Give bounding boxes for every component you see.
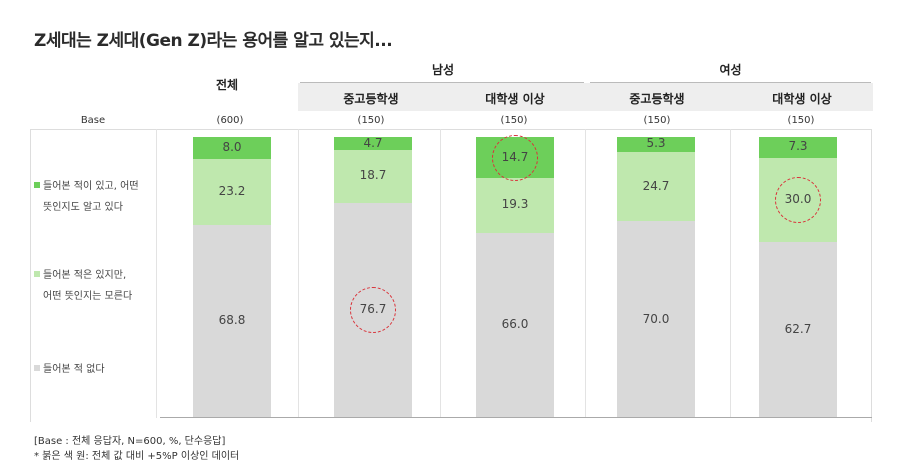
bar-segment-know (617, 137, 695, 152)
data-label: 70.0 (642, 311, 670, 326)
legend-swatch-know (34, 182, 40, 188)
highlight-circle (350, 287, 396, 334)
legend-label-never: 들어본 적 없다 (43, 364, 105, 375)
column-divider (585, 129, 586, 418)
highlight-circle (775, 176, 821, 223)
subheader-band (298, 83, 873, 111)
header-group-male-underline (300, 82, 584, 83)
legend-label-know-line1: 들어본 적이 있고, 어떤 (43, 181, 139, 192)
legend-label-heard-line2: 어떤 뜻인지는 모른다 (43, 291, 133, 302)
base-value-female-college: (150) (787, 115, 815, 126)
x-axis-line (160, 417, 872, 418)
bar-segment-know (193, 137, 271, 160)
highlight-circle (492, 134, 538, 181)
base-value-male-college: (150) (500, 115, 528, 126)
column-divider (440, 129, 441, 418)
data-label: 18.7 (359, 168, 387, 183)
bar-segment-never (617, 221, 695, 418)
legend-item-heard: 들어본 적은 있지만, 어떤 뜻인지는 모른다 (34, 265, 132, 307)
chart-title: Z세대는 Z세대(Gen Z)라는 용어를 알고 있는지... (34, 31, 393, 51)
data-label: 4.7 (363, 135, 383, 150)
legend-item-never: 들어본 적 없다 (34, 359, 105, 380)
data-label: 68.8 (218, 313, 246, 328)
subheader-female-college: 대학생 이상 (772, 92, 832, 106)
base-value-male-highschool: (150) (357, 115, 385, 126)
legend-label-heard-line1: 들어본 적은 있지만, (43, 270, 127, 281)
legend-item-know: 들어본 적이 있고, 어떤 뜻인지도 알고 있다 (34, 176, 139, 218)
data-label: 24.7 (642, 178, 670, 193)
footnote-highlight: * 붉은 색 원: 전체 값 대비 +5%P 이상인 데이터 (34, 451, 240, 462)
data-label: 23.2 (218, 184, 246, 199)
base-label: Base (80, 115, 106, 126)
header-group-female: 여성 (719, 63, 742, 77)
data-label: 8.0 (222, 140, 242, 155)
header-group-female-underline (590, 82, 871, 83)
bar-segment-heard (617, 151, 695, 222)
base-value-female-highschool: (150) (643, 115, 671, 126)
base-value-total: (600) (216, 115, 244, 126)
data-label: 7.3 (788, 139, 808, 154)
header-group-male: 남성 (431, 63, 455, 77)
column-divider (156, 129, 157, 418)
bar-segment-know (334, 137, 412, 151)
column-divider (298, 129, 299, 418)
bar-segment-heard (193, 159, 271, 225)
plot-area (30, 129, 872, 422)
column-divider (730, 129, 731, 418)
subheader-female-highschool: 중고등학생 (629, 92, 685, 106)
bar-segment-never (476, 232, 554, 418)
footnote-base: [Base : 전체 응답자, N=600, %, 단수응답] (34, 436, 226, 447)
bar-segment-never (759, 241, 837, 418)
subheader-male-highschool: 중고등학생 (343, 92, 399, 106)
data-label: 62.7 (784, 321, 812, 336)
bar-segment-heard (334, 150, 412, 203)
header-total: 전체 (215, 78, 239, 92)
legend-swatch-never (34, 365, 40, 371)
bar-segment-heard (476, 178, 554, 233)
legend-label-know-line2: 뜻인지도 알고 있다 (43, 202, 123, 213)
bar-segment-know (759, 137, 837, 158)
legend-swatch-heard (34, 271, 40, 277)
subheader-male-college: 대학생 이상 (485, 92, 545, 106)
bar-segment-never (193, 224, 271, 418)
data-label: 19.3 (501, 197, 529, 212)
data-label: 66.0 (501, 317, 529, 332)
data-label: 5.3 (646, 136, 666, 151)
